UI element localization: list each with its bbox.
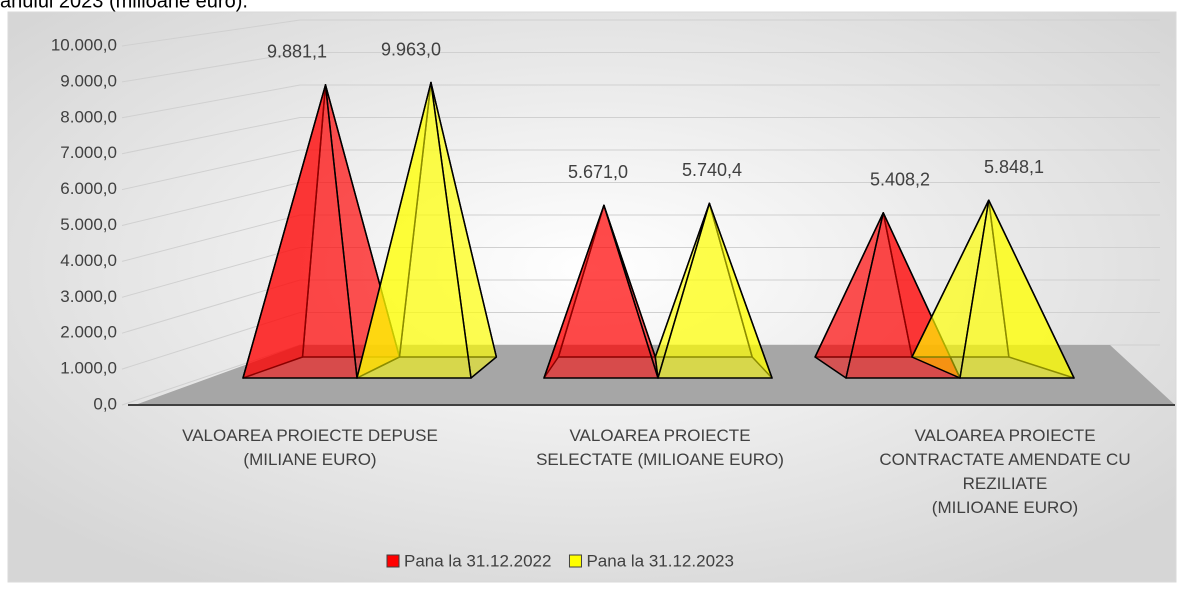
y-tick-label: 7.000,0	[60, 143, 117, 162]
value-label: 5.740,4	[682, 160, 742, 180]
front-face	[959, 199, 1075, 379]
grid-line	[121, 84, 1160, 119]
legend-swatch	[568, 554, 582, 568]
front-face	[356, 81, 472, 379]
legend-label: Pana la 31.12.2023	[586, 551, 733, 570]
x-tick-label: VALOAREA PROIECTE DEPUSE (MILIANE EURO)	[182, 426, 438, 469]
caption: anului 2023 (milioane euro).	[0, 0, 248, 12]
y-tick-label: 4.000,0	[60, 251, 117, 270]
value-label: 5.848,1	[984, 157, 1044, 177]
pyramid	[356, 81, 498, 379]
grid-line	[121, 19, 1160, 47]
grid-line	[121, 52, 1160, 83]
y-tick-label: 0,0	[93, 394, 117, 413]
grid-line	[121, 117, 1160, 155]
front-face	[657, 202, 773, 379]
value-label: 9.963,0	[381, 39, 441, 59]
y-tick-label: 3.000,0	[60, 287, 117, 306]
y-tick-label: 5.000,0	[60, 215, 117, 234]
pyramid	[543, 204, 659, 379]
pyramid	[654, 202, 773, 379]
pyramid	[911, 199, 1075, 379]
value-label: 5.408,2	[870, 170, 930, 190]
value-label: 9.881,1	[267, 42, 327, 62]
grid-line	[121, 149, 1160, 191]
y-tick-label: 1.000,0	[60, 359, 117, 378]
front-face	[543, 204, 659, 379]
x-tick-label: VALOAREA PROIECTE SELECTATE (MILIOANE EU…	[536, 426, 784, 469]
y-tick-label: 6.000,0	[60, 179, 117, 198]
x-tick-label: VALOAREA PROIECTE CONTRACTATE AMENDATE C…	[879, 426, 1131, 517]
y-tick-label: 10.000,0	[51, 35, 117, 54]
legend-label: Pana la 31.12.2022	[404, 551, 551, 570]
y-tick-label: 2.000,0	[60, 323, 117, 342]
y-tick-label: 9.000,0	[60, 71, 117, 90]
value-label: 5.671,0	[568, 162, 628, 182]
legend-swatch	[386, 554, 400, 568]
y-tick-label: 8.000,0	[60, 107, 117, 126]
front-face	[242, 84, 358, 379]
